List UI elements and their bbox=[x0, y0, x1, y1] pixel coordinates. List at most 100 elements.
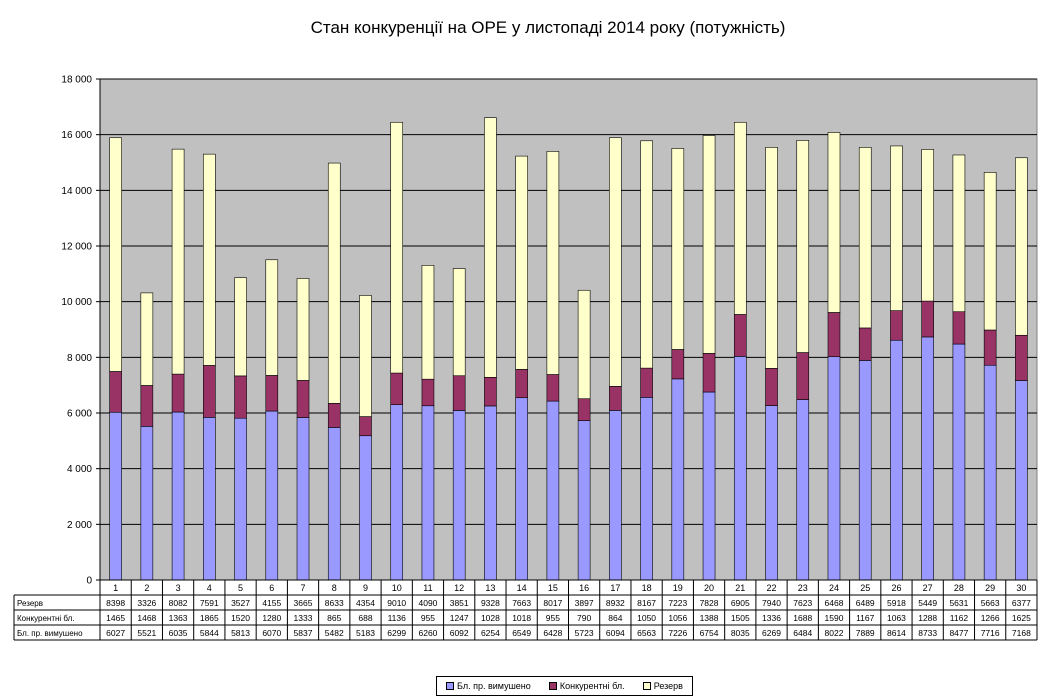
bar-competitive bbox=[421, 378, 435, 407]
x-tick-label: 26 bbox=[891, 583, 901, 593]
bar-forced bbox=[577, 420, 591, 581]
bar-forced bbox=[390, 404, 404, 581]
x-tick-label: 9 bbox=[363, 583, 368, 593]
bar-reserve bbox=[234, 277, 247, 377]
bar-forced bbox=[796, 399, 810, 581]
bar-reserve bbox=[390, 121, 404, 374]
x-tick-label: 2 bbox=[144, 583, 149, 593]
bar-reserve bbox=[1015, 157, 1028, 336]
y-tick-label: 4 000 bbox=[67, 464, 92, 475]
table-cell-value: 3527 bbox=[231, 598, 250, 608]
table-cell-value: 7828 bbox=[700, 598, 719, 608]
table-cell-value: 865 bbox=[327, 613, 341, 623]
table-cell-value: 9010 bbox=[387, 598, 406, 608]
legend-item-reserve: Резерв bbox=[642, 681, 683, 691]
bar-forced bbox=[609, 410, 622, 581]
table-cell-value: 3665 bbox=[294, 598, 313, 608]
table-cell-value: 864 bbox=[608, 613, 622, 623]
bar-competitive bbox=[359, 416, 372, 437]
y-tick-label: 14 000 bbox=[61, 186, 92, 197]
bar-competitive bbox=[671, 349, 685, 380]
bar-forced bbox=[265, 410, 279, 581]
x-tick-label: 19 bbox=[673, 583, 683, 593]
table-cell-value: 6027 bbox=[106, 628, 125, 638]
bar-reserve bbox=[359, 295, 372, 417]
bar-forced bbox=[952, 343, 966, 581]
bar-forced bbox=[452, 410, 466, 581]
table-cell-value: 6299 bbox=[387, 628, 406, 638]
y-tick-label: 6 000 bbox=[67, 409, 92, 420]
table-cell-value: 6484 bbox=[793, 628, 812, 638]
table-cell-value: 8477 bbox=[949, 628, 968, 638]
bar-reserve bbox=[140, 292, 154, 386]
table-cell-value: 1465 bbox=[106, 613, 125, 623]
table-cell-value: 8398 bbox=[106, 598, 125, 608]
table-cell-value: 1162 bbox=[950, 613, 969, 623]
bar-reserve bbox=[983, 172, 997, 331]
bar-competitive bbox=[640, 367, 653, 398]
bar-forced bbox=[359, 435, 372, 581]
table-cell-value: 6754 bbox=[700, 628, 719, 638]
legend-label-competitive: Конкурентні бл. bbox=[559, 681, 625, 691]
bar-competitive bbox=[858, 327, 872, 361]
bar-competitive bbox=[390, 372, 404, 405]
table-cell-value: 5449 bbox=[918, 598, 937, 608]
table-cell-value: 7889 bbox=[856, 628, 875, 638]
bar-competitive bbox=[171, 373, 185, 413]
bar-competitive bbox=[296, 380, 310, 418]
table-cell-value: 6377 bbox=[1012, 598, 1031, 608]
bar-reserve bbox=[577, 289, 591, 400]
table-cell-value: 1388 bbox=[700, 613, 719, 623]
table-cell-value: 5723 bbox=[575, 628, 594, 638]
table-cell-value: 1018 bbox=[512, 613, 531, 623]
table-cell-value: 5813 bbox=[231, 628, 250, 638]
table-cell-value: 1266 bbox=[981, 613, 1000, 623]
table-cell-value: 5482 bbox=[325, 628, 344, 638]
x-tick-label: 24 bbox=[829, 583, 839, 593]
table-cell-value: 8614 bbox=[887, 628, 906, 638]
x-tick-label: 5 bbox=[238, 583, 243, 593]
table-cell-value: 6905 bbox=[731, 598, 750, 608]
bar-competitive bbox=[203, 365, 216, 418]
bar-reserve bbox=[952, 154, 966, 313]
table-cell-value: 7223 bbox=[668, 598, 687, 608]
legend-item-forced: Бл. пр. вимушено bbox=[446, 681, 531, 691]
table-cell-value: 9328 bbox=[481, 598, 500, 608]
x-tick-label: 16 bbox=[579, 583, 589, 593]
table-cell-value: 8022 bbox=[825, 628, 844, 638]
bar-reserve bbox=[609, 137, 622, 387]
bar-competitive bbox=[577, 398, 591, 422]
bar-competitive bbox=[921, 300, 934, 338]
bar-competitive bbox=[890, 310, 903, 341]
table-row-label: Бл. пр. вимушено bbox=[17, 629, 83, 638]
legend-item-competitive: Конкурентні бл. bbox=[548, 681, 625, 691]
x-tick-label: 17 bbox=[610, 583, 620, 593]
table-cell-value: 3897 bbox=[575, 598, 594, 608]
bar-reserve bbox=[171, 148, 185, 375]
x-tick-label: 13 bbox=[485, 583, 495, 593]
bar-competitive bbox=[733, 314, 747, 357]
bar-competitive bbox=[546, 374, 560, 402]
bar-competitive bbox=[702, 353, 716, 393]
table-cell-value: 5918 bbox=[887, 598, 906, 608]
bar-competitive bbox=[452, 375, 466, 411]
table-cell-value: 4090 bbox=[418, 598, 437, 608]
bar-reserve bbox=[546, 151, 560, 375]
table-cell-value: 6269 bbox=[762, 628, 781, 638]
bar-competitive bbox=[827, 312, 841, 358]
table-cell-value: 1505 bbox=[731, 613, 750, 623]
table-cell-value: 5521 bbox=[137, 628, 156, 638]
bar-forced bbox=[109, 411, 122, 581]
bar-forced bbox=[484, 405, 497, 581]
bar-forced bbox=[515, 397, 528, 581]
bar-forced bbox=[171, 411, 185, 581]
table-cell-value: 6070 bbox=[262, 628, 281, 638]
table-cell-value: 6468 bbox=[825, 598, 844, 608]
bar-reserve bbox=[296, 278, 310, 381]
table-cell-value: 6035 bbox=[169, 628, 188, 638]
table-cell-value: 7591 bbox=[200, 598, 219, 608]
table-cell-value: 1280 bbox=[262, 613, 281, 623]
bar-forced bbox=[327, 427, 341, 581]
table-cell-value: 955 bbox=[421, 613, 435, 623]
